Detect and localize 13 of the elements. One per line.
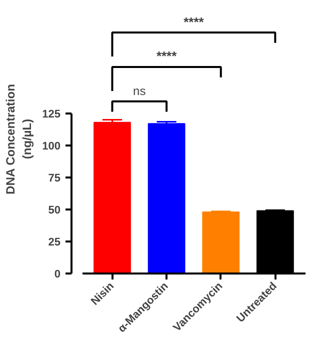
y-tick-label: 25 <box>48 236 61 248</box>
bar <box>94 122 131 274</box>
y-tick-label: 100 <box>42 140 61 152</box>
text: **** <box>184 14 205 30</box>
text: **** <box>156 48 178 64</box>
y-tick-label: 0 <box>54 268 61 280</box>
bar <box>202 212 240 274</box>
y-tick-label: 50 <box>48 204 61 216</box>
y-tick-label: 75 <box>48 172 61 184</box>
bar <box>148 123 186 274</box>
text: ns <box>133 84 146 98</box>
y-tick-label: 125 <box>42 108 61 120</box>
y-axis-title: DNA Concentration (ng/µL) <box>3 84 34 194</box>
